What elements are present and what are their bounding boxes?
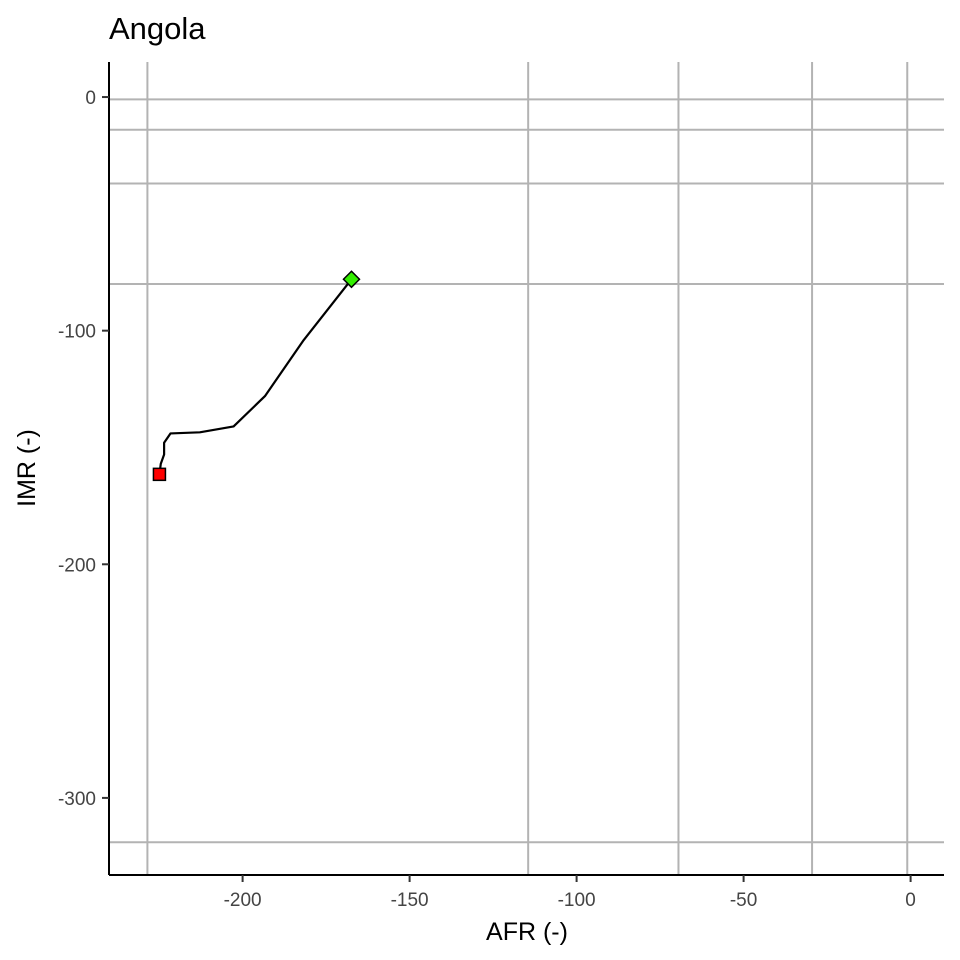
x-tick-label: -100: [558, 890, 596, 911]
y-axis-title: IMR (-): [13, 429, 41, 507]
data-layer: [152, 270, 361, 482]
series-line: [158, 278, 353, 475]
x-tick-label: -200: [224, 890, 262, 911]
x-axis-title: AFR (-): [486, 918, 568, 946]
y-axis-ticks: 0 -100 -200 -300: [58, 88, 109, 810]
x-axis-ticks: -200 -150 -100 -50 0: [224, 875, 916, 911]
y-tick-label: -300: [58, 789, 96, 810]
x-tick-label: 0: [905, 890, 916, 911]
chart-title: Angola: [109, 11, 206, 46]
y-tick-label: -200: [58, 555, 96, 576]
x-tick-label: -150: [391, 890, 429, 911]
y-tick-label: -100: [58, 322, 96, 343]
reference-lines: [109, 62, 944, 875]
y-tick-label: 0: [85, 88, 96, 109]
start-point-marker: [152, 467, 167, 482]
end-point-marker: [342, 270, 361, 289]
x-tick-label: -50: [730, 890, 757, 911]
